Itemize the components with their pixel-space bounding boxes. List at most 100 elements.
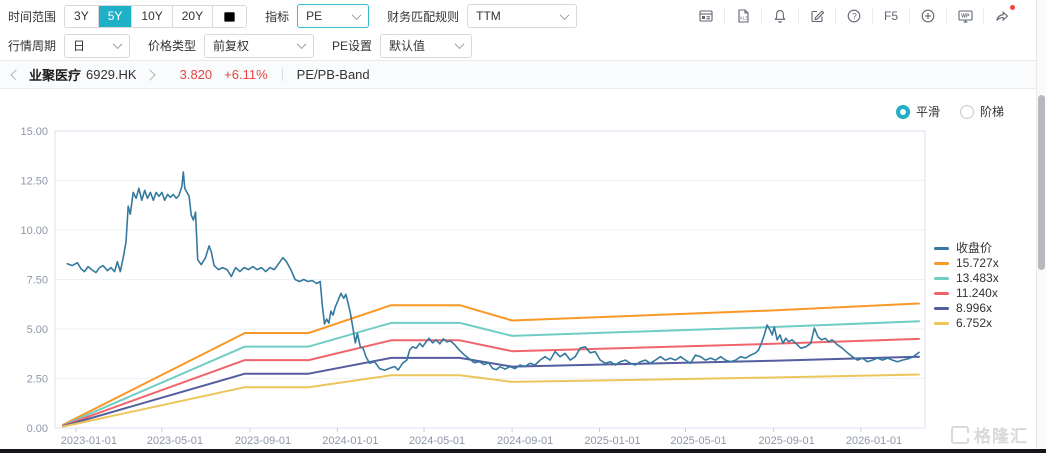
divider <box>281 68 283 81</box>
series-15.727x <box>62 302 920 426</box>
calendar-button[interactable] <box>212 5 247 27</box>
chevron-down-icon <box>296 39 307 50</box>
radio-step-label: 阶梯 <box>979 105 1004 119</box>
panel-layout-icon <box>698 10 713 22</box>
price-type-label: 价格类型 <box>148 39 197 53</box>
watermark: 格隆汇 <box>951 422 1028 447</box>
next-stock-icon[interactable] <box>143 68 156 81</box>
finance-rule-select[interactable]: TTM <box>467 4 578 28</box>
series-13.483x <box>62 320 920 427</box>
wp-monitor-icon: WP <box>957 10 973 23</box>
indicator-label: 指标 <box>265 9 290 24</box>
svg-text:XLS: XLS <box>740 16 749 21</box>
chevron-down-icon <box>112 39 123 50</box>
x-axis-label: 2024-09-01 <box>497 435 553 447</box>
edit-button[interactable] <box>798 7 835 25</box>
export-xls-button[interactable]: XLS <box>724 7 761 25</box>
time-range-10y[interactable]: 10Y <box>131 5 172 27</box>
notification-dot <box>1010 5 1015 10</box>
wp-terminal-button[interactable]: WP <box>946 7 983 25</box>
prev-stock-icon[interactable] <box>10 68 22 81</box>
x-axis-label: 2025-09-01 <box>758 435 814 447</box>
legend-item[interactable]: 11.240x <box>934 286 999 301</box>
edit-icon <box>811 10 825 23</box>
legend-dash-icon <box>934 322 949 325</box>
indicator-value: PE <box>306 9 323 23</box>
time-range-group: 3Y 5Y 10Y 20Y <box>64 4 248 28</box>
share-icon <box>996 10 1009 22</box>
finance-rule-label: 财务匹配规则 <box>387 9 460 24</box>
x-axis-label: 2023-01-01 <box>61 435 117 447</box>
help-button[interactable]: ? <box>835 7 872 25</box>
stock-name: 业聚医疗 <box>29 68 82 83</box>
radio-selected-icon <box>895 104 910 119</box>
notification-button[interactable] <box>761 7 798 25</box>
x-axis-label: 2024-01-01 <box>322 435 378 447</box>
chevron-down-icon <box>351 9 362 20</box>
export-xls-icon: XLS <box>738 9 749 23</box>
pe-setting-select[interactable]: 默认值 <box>380 33 473 58</box>
period-label: 行情周期 <box>8 39 57 53</box>
finance-rule-value: TTM <box>476 9 501 23</box>
svg-text:?: ? <box>852 12 857 21</box>
legend-label: 11.240x <box>956 286 998 300</box>
help-icon: ? <box>847 9 861 23</box>
svg-text:WP: WP <box>961 14 970 20</box>
chevron-down-icon <box>454 39 465 50</box>
page-scrollbar[interactable] <box>1036 0 1046 449</box>
series-6.752x <box>62 373 920 428</box>
legend-item[interactable]: 收盘价 <box>934 241 999 256</box>
toolbar-icon-strip: XLS ? <box>687 5 1020 26</box>
radio-smooth-label: 平滑 <box>915 105 940 119</box>
time-range-3y[interactable]: 3Y <box>65 5 98 27</box>
legend-dash-icon <box>934 307 949 310</box>
legend-label: 收盘价 <box>956 241 993 255</box>
legend-label: 13.483x <box>956 271 999 285</box>
pe-setting-value: 默认值 <box>389 39 426 53</box>
bell-icon <box>774 10 786 23</box>
radio-smooth[interactable]: 平滑 <box>895 103 940 120</box>
add-button[interactable] <box>909 7 946 25</box>
stock-code: 6929.HK <box>86 67 137 82</box>
y-axis-label: 12.50 <box>20 176 48 188</box>
f5-label: F5 <box>883 9 898 23</box>
time-range-20y[interactable]: 20Y <box>171 5 213 27</box>
y-axis-label: 5.00 <box>27 324 48 336</box>
y-axis-label: 0.00 <box>27 423 48 435</box>
plot-border <box>54 130 926 429</box>
radio-unselected-icon <box>959 104 974 119</box>
share-button[interactable] <box>983 5 1020 25</box>
view-label: PE/PB-Band <box>296 67 370 82</box>
x-axis-label: 2024-05-01 <box>409 435 465 447</box>
plot-svg[interactable]: 0.00 2.50 5.00 7.50 10.00 12.50 15.00 2023-01-0… <box>0 89 1036 449</box>
x-axis-label: 2023-05-01 <box>147 435 203 447</box>
time-range-5y[interactable]: 5Y <box>97 5 132 27</box>
calendar-icon <box>224 11 235 22</box>
bottom-edge-strip <box>0 449 1046 453</box>
radio-step[interactable]: 阶梯 <box>959 103 1004 120</box>
panel-layout-button[interactable] <box>687 7 724 25</box>
x-axis-label: 2025-01-01 <box>584 435 640 447</box>
line-mode-radios: 平滑 阶梯 <box>895 103 1004 120</box>
legend-dash-icon <box>934 247 949 250</box>
y-axis-label: 15.00 <box>20 126 48 138</box>
legend-item[interactable]: 6.752x <box>934 316 999 331</box>
chart-region: 平滑 阶梯 0.00 2.50 5.00 7.50 10.00 12.50 15.00 202… <box>0 89 1036 449</box>
legend-item[interactable]: 15.727x <box>934 256 999 271</box>
legend-item[interactable]: 13.483x <box>934 271 999 286</box>
legend-item[interactable]: 8.996x <box>934 301 999 316</box>
gelonghui-logo-icon <box>951 425 970 444</box>
refresh-f5-button[interactable]: F5 <box>872 7 909 25</box>
price-type-value: 前复权 <box>213 39 250 53</box>
scrollbar-thumb[interactable] <box>1038 95 1045 270</box>
chart-legend: 收盘价 15.727x 13.483x 11.240x 8.996x 6.752x <box>934 241 999 331</box>
y-axis-label: 10.00 <box>20 225 48 237</box>
plus-circle-icon <box>921 9 935 23</box>
legend-dash-icon <box>934 277 949 280</box>
period-select[interactable]: 日 <box>64 33 131 58</box>
legend-label: 8.996x <box>956 301 993 315</box>
price-type-select[interactable]: 前复权 <box>204 33 315 58</box>
legend-label: 6.752x <box>956 316 993 330</box>
indicator-select[interactable]: PE <box>297 4 370 28</box>
